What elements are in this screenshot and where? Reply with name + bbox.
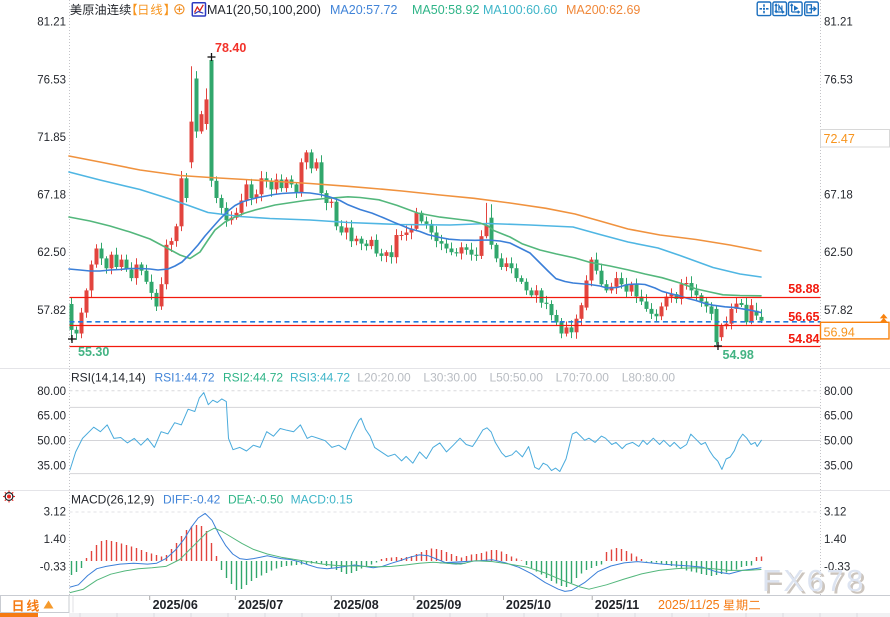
svg-text:L80:80.00: L80:80.00	[622, 371, 676, 385]
svg-text:RSI(14,14,14): RSI(14,14,14)	[71, 371, 146, 385]
svg-text:55.30: 55.30	[78, 345, 109, 359]
svg-text:71.85: 71.85	[37, 132, 66, 144]
svg-text:81.21: 81.21	[824, 17, 853, 29]
svg-text:FX678: FX678	[762, 563, 866, 598]
svg-text:67.18: 67.18	[37, 190, 66, 202]
svg-text:2025/10: 2025/10	[506, 598, 551, 612]
svg-text:3.12: 3.12	[824, 507, 846, 519]
svg-text:RSI3:44.72: RSI3:44.72	[290, 371, 350, 385]
svg-text:35.00: 35.00	[824, 460, 853, 472]
svg-text:MACD:0.15: MACD:0.15	[291, 493, 353, 507]
svg-text:76.53: 76.53	[824, 74, 853, 86]
svg-text:57.82: 57.82	[37, 305, 66, 317]
svg-text:65.00: 65.00	[37, 411, 66, 423]
svg-text:MA200:62.69: MA200:62.69	[566, 3, 640, 17]
svg-text:L20:20.00: L20:20.00	[357, 371, 411, 385]
svg-text:L50:50.00: L50:50.00	[490, 371, 544, 385]
svg-text:78.40: 78.40	[215, 41, 246, 55]
svg-text:50.00: 50.00	[824, 436, 853, 448]
svg-text:-0.33: -0.33	[824, 561, 850, 573]
svg-text:RSI1:44.72: RSI1:44.72	[155, 371, 215, 385]
svg-text:2025/08: 2025/08	[334, 598, 379, 612]
svg-text:DIFF:-0.42: DIFF:-0.42	[163, 493, 221, 507]
svg-text:L70:70.00: L70:70.00	[556, 371, 610, 385]
svg-text:35.00: 35.00	[37, 460, 66, 472]
svg-text:3.12: 3.12	[44, 507, 66, 519]
svg-text:65.00: 65.00	[824, 411, 853, 423]
svg-text:MA20:57.72: MA20:57.72	[330, 3, 397, 17]
svg-text:MA1(20,50,100,200): MA1(20,50,100,200)	[207, 3, 321, 17]
svg-text:57.82: 57.82	[824, 305, 853, 317]
svg-text:MA50:58.92: MA50:58.92	[412, 3, 479, 17]
svg-text:72.47: 72.47	[824, 132, 855, 146]
svg-text:2025/11/25: 2025/11/25	[658, 598, 720, 612]
svg-text:62.50: 62.50	[37, 247, 66, 259]
svg-text:2025/06: 2025/06	[153, 598, 198, 612]
svg-text:50.00: 50.00	[37, 436, 66, 448]
svg-text:76.53: 76.53	[37, 74, 66, 86]
svg-text:56.65: 56.65	[788, 310, 819, 324]
svg-text:56.94: 56.94	[824, 326, 855, 340]
svg-text:-0.33: -0.33	[40, 561, 66, 573]
svg-text:1.40: 1.40	[44, 534, 66, 546]
svg-text:54.98: 54.98	[723, 348, 754, 362]
svg-text:80.00: 80.00	[37, 386, 66, 398]
svg-text:2025/11: 2025/11	[595, 598, 640, 612]
svg-text:1.40: 1.40	[824, 534, 846, 546]
svg-text:L30:30.00: L30:30.00	[423, 371, 477, 385]
svg-text:81.21: 81.21	[37, 17, 66, 29]
svg-text:2025/09: 2025/09	[416, 598, 461, 612]
svg-text:62.50: 62.50	[824, 247, 853, 259]
svg-text:MACD(26,12,9): MACD(26,12,9)	[71, 493, 154, 507]
svg-text:DEA:-0.50: DEA:-0.50	[228, 493, 284, 507]
svg-text:54.84: 54.84	[788, 332, 819, 346]
svg-text:MA100:60.60: MA100:60.60	[483, 3, 557, 17]
svg-text:80.00: 80.00	[824, 386, 853, 398]
svg-text:FX678: FX678	[765, 566, 869, 601]
svg-text:RSI2:44.72: RSI2:44.72	[223, 371, 283, 385]
svg-text:67.18: 67.18	[824, 190, 853, 202]
svg-text:58.88: 58.88	[788, 282, 819, 296]
svg-text:2025/07: 2025/07	[238, 598, 283, 612]
